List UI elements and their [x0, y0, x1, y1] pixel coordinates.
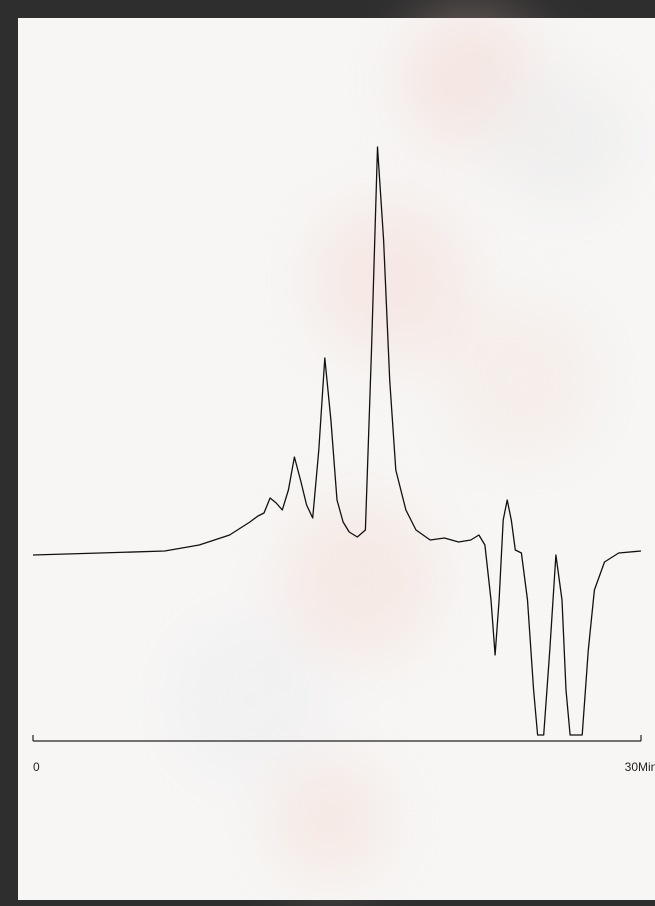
trace	[32, 146, 642, 736]
x-tick-label: 0	[33, 760, 40, 774]
x-tick-label: 30Min	[625, 760, 655, 774]
background-art	[170, 10, 630, 880]
